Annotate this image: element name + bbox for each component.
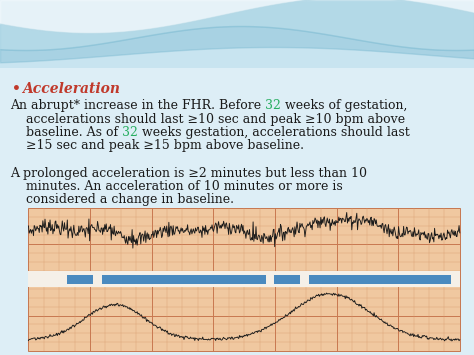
Bar: [102, 275, 265, 284]
Text: •: •: [12, 82, 21, 96]
Text: considered a change in baseline.: considered a change in baseline.: [10, 193, 234, 207]
Text: weeks of gestation,: weeks of gestation,: [281, 99, 407, 112]
Bar: [67, 275, 93, 284]
Text: ≥15 sec and peak ≥15 bpm above baseline.: ≥15 sec and peak ≥15 bpm above baseline.: [10, 140, 304, 153]
Text: Acceleration: Acceleration: [22, 82, 120, 96]
Text: accelerations should last ≥10 sec and peak ≥10 bpm above: accelerations should last ≥10 sec and pe…: [10, 113, 405, 126]
Text: minutes. An acceleration of 10 minutes or more is: minutes. An acceleration of 10 minutes o…: [10, 180, 343, 193]
Text: baseline. As of: baseline. As of: [10, 126, 122, 139]
Bar: [28, 208, 460, 351]
Bar: [309, 275, 451, 284]
Text: weeks gestation, accelerations should last: weeks gestation, accelerations should la…: [138, 126, 410, 139]
Text: An abrupt* increase in the FHR. Before: An abrupt* increase in the FHR. Before: [10, 99, 265, 112]
Text: A prolonged acceleration is ≥2 minutes but less than 10: A prolonged acceleration is ≥2 minutes b…: [10, 166, 367, 180]
Text: 32: 32: [122, 126, 138, 139]
Bar: [274, 275, 300, 284]
Text: 32: 32: [265, 99, 281, 112]
Bar: [0, 0, 474, 68]
Bar: [28, 271, 460, 287]
